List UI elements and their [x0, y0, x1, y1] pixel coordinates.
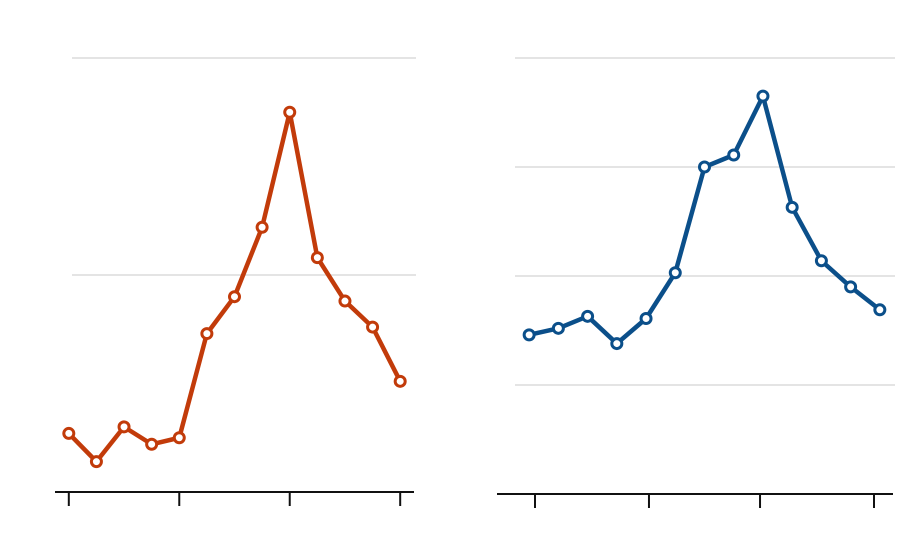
data-point — [283, 105, 297, 119]
data-point — [610, 337, 624, 351]
data-point — [338, 294, 352, 308]
data-point — [117, 420, 131, 434]
data-point — [697, 160, 711, 174]
data-point — [551, 321, 565, 335]
data-point — [727, 148, 741, 162]
data-point — [172, 431, 186, 445]
data-point — [228, 290, 241, 304]
data-point — [200, 327, 214, 341]
data-point — [844, 280, 858, 294]
data-point — [756, 89, 770, 103]
data-point — [366, 320, 380, 334]
data-point — [814, 254, 828, 268]
data-point — [522, 328, 536, 342]
data-line — [528, 93, 882, 346]
data-point — [393, 374, 407, 388]
data-point — [89, 455, 103, 469]
data-point — [873, 303, 887, 317]
data-point — [785, 200, 799, 214]
data-point — [310, 251, 324, 265]
data-point — [581, 309, 595, 323]
data-point — [145, 437, 159, 451]
data-point — [639, 312, 653, 326]
data-point — [62, 426, 76, 440]
data-point — [255, 220, 269, 234]
data-line — [67, 110, 403, 464]
data-point — [668, 266, 682, 280]
